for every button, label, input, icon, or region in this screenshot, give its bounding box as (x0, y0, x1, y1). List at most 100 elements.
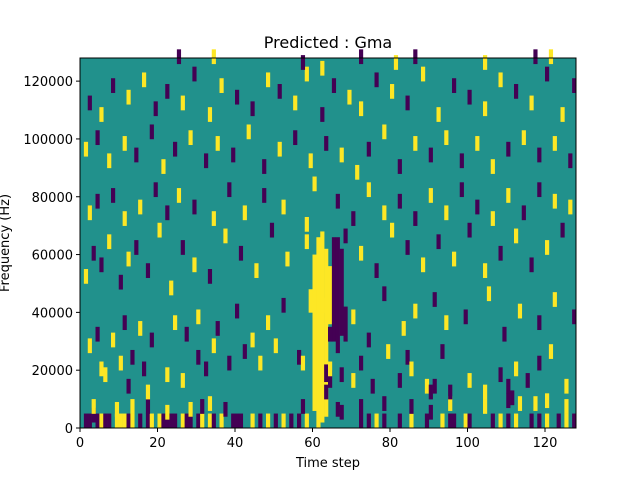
heatmap-cell (382, 396, 387, 411)
heatmap-cell (169, 280, 174, 296)
heatmap-cell (184, 326, 189, 342)
heatmap-cell (122, 136, 127, 151)
heatmap-cell (428, 188, 433, 203)
heatmap-cell (483, 399, 488, 414)
heatmap-cell (103, 413, 108, 429)
heatmap-cell (196, 309, 201, 325)
heatmap-band (335, 237, 340, 354)
heatmap-cell (432, 378, 437, 394)
heatmap-cell (207, 413, 213, 429)
heatmap-cell (545, 413, 550, 429)
heatmap-cell (122, 211, 127, 226)
heatmap-cell (397, 193, 402, 209)
heatmap-cell (200, 413, 205, 429)
heatmap-cell (246, 124, 251, 140)
heatmap-cell (304, 234, 309, 250)
heatmap-cell (537, 147, 542, 163)
heatmap-cell (211, 49, 216, 65)
heatmap-cell (409, 399, 414, 414)
heatmap-cell (300, 355, 306, 371)
heatmap-cell (390, 84, 395, 99)
y-tick-label: 0 (65, 422, 73, 437)
heatmap-cell (242, 344, 247, 359)
heatmap-cell (153, 182, 158, 198)
heatmap-cell (537, 182, 542, 198)
heatmap-cell (149, 332, 154, 348)
heatmap-cell (219, 78, 224, 93)
heatmap-cell (382, 124, 387, 140)
heatmap-cell (231, 413, 236, 429)
heatmap-cell (273, 338, 278, 354)
heatmap-cell (506, 188, 511, 203)
heatmap-cell (83, 141, 89, 157)
x-tick-label: 60 (304, 436, 321, 451)
heatmap-cell (111, 332, 116, 348)
heatmap-cell (448, 413, 453, 429)
heatmap-cell (258, 413, 263, 429)
heatmap-cell (204, 361, 209, 377)
heatmap-cell (572, 309, 577, 325)
heatmap-cell (359, 245, 364, 261)
heatmap-cell (463, 309, 468, 325)
heatmap-cell (545, 393, 550, 409)
heatmap-cell (142, 361, 147, 377)
heatmap-cell (107, 413, 112, 429)
heatmap-cell (366, 413, 371, 429)
heatmap-cell (510, 390, 515, 406)
plot-frame (79, 57, 577, 429)
heatmap-band (312, 254, 317, 411)
heatmap-cell (397, 373, 402, 388)
heatmap-cell (436, 234, 441, 250)
heatmap-cell (564, 378, 569, 394)
heatmap-cell (444, 130, 449, 146)
heatmap-cell (320, 107, 325, 122)
heatmap-cell (514, 84, 519, 99)
heatmap-cell (486, 286, 492, 302)
x-tick-label: 100 (455, 436, 480, 451)
heatmap-band (339, 248, 344, 336)
heatmap-cell (328, 326, 333, 342)
heatmap-cell (359, 355, 364, 371)
heatmap-band (324, 364, 329, 383)
heatmap-cell (335, 193, 340, 209)
heatmap-cell (552, 193, 557, 209)
x-tick-label: 20 (149, 436, 166, 451)
heatmap-cell (176, 188, 182, 203)
heatmap-cell (250, 332, 255, 348)
heatmap-cell (537, 413, 542, 429)
heatmap-cell (452, 78, 457, 93)
heatmap-cell (467, 373, 472, 388)
heatmap-cell (297, 413, 302, 429)
heatmap-band (343, 306, 348, 342)
heatmap-cell (436, 107, 441, 122)
heatmap-cell (521, 205, 526, 221)
heatmap-cell (409, 413, 414, 429)
heatmap-cell (122, 413, 127, 429)
heatmap-cell (138, 199, 143, 215)
heatmap-cell (95, 130, 100, 146)
heatmap-cell (165, 413, 170, 429)
heatmap-cell (196, 349, 201, 365)
heatmap-band (316, 237, 321, 429)
heatmap-cell (83, 413, 89, 429)
heatmap-cell (266, 72, 271, 88)
heatmap-cell (312, 176, 317, 192)
heatmap-cell (145, 413, 151, 429)
heatmap-cell (145, 384, 151, 400)
heatmap-cell (235, 413, 240, 429)
heatmap-band (320, 231, 325, 423)
heatmap-cell (281, 199, 286, 215)
heatmap-cell (126, 413, 131, 429)
heatmap-cell (413, 211, 418, 226)
heatmap-cell (118, 355, 123, 371)
heatmap-cell (289, 413, 294, 429)
heatmap-cell (506, 413, 511, 429)
heatmap-cell (548, 344, 554, 359)
y-axis: 0 20000 40000 60000 80000 100000 120000 (23, 75, 80, 437)
heatmap-cell (312, 297, 317, 313)
heatmap-cell (219, 413, 224, 429)
heatmap-cell (506, 393, 511, 409)
heatmap-cell (560, 107, 565, 122)
heatmap-cell (122, 315, 127, 331)
